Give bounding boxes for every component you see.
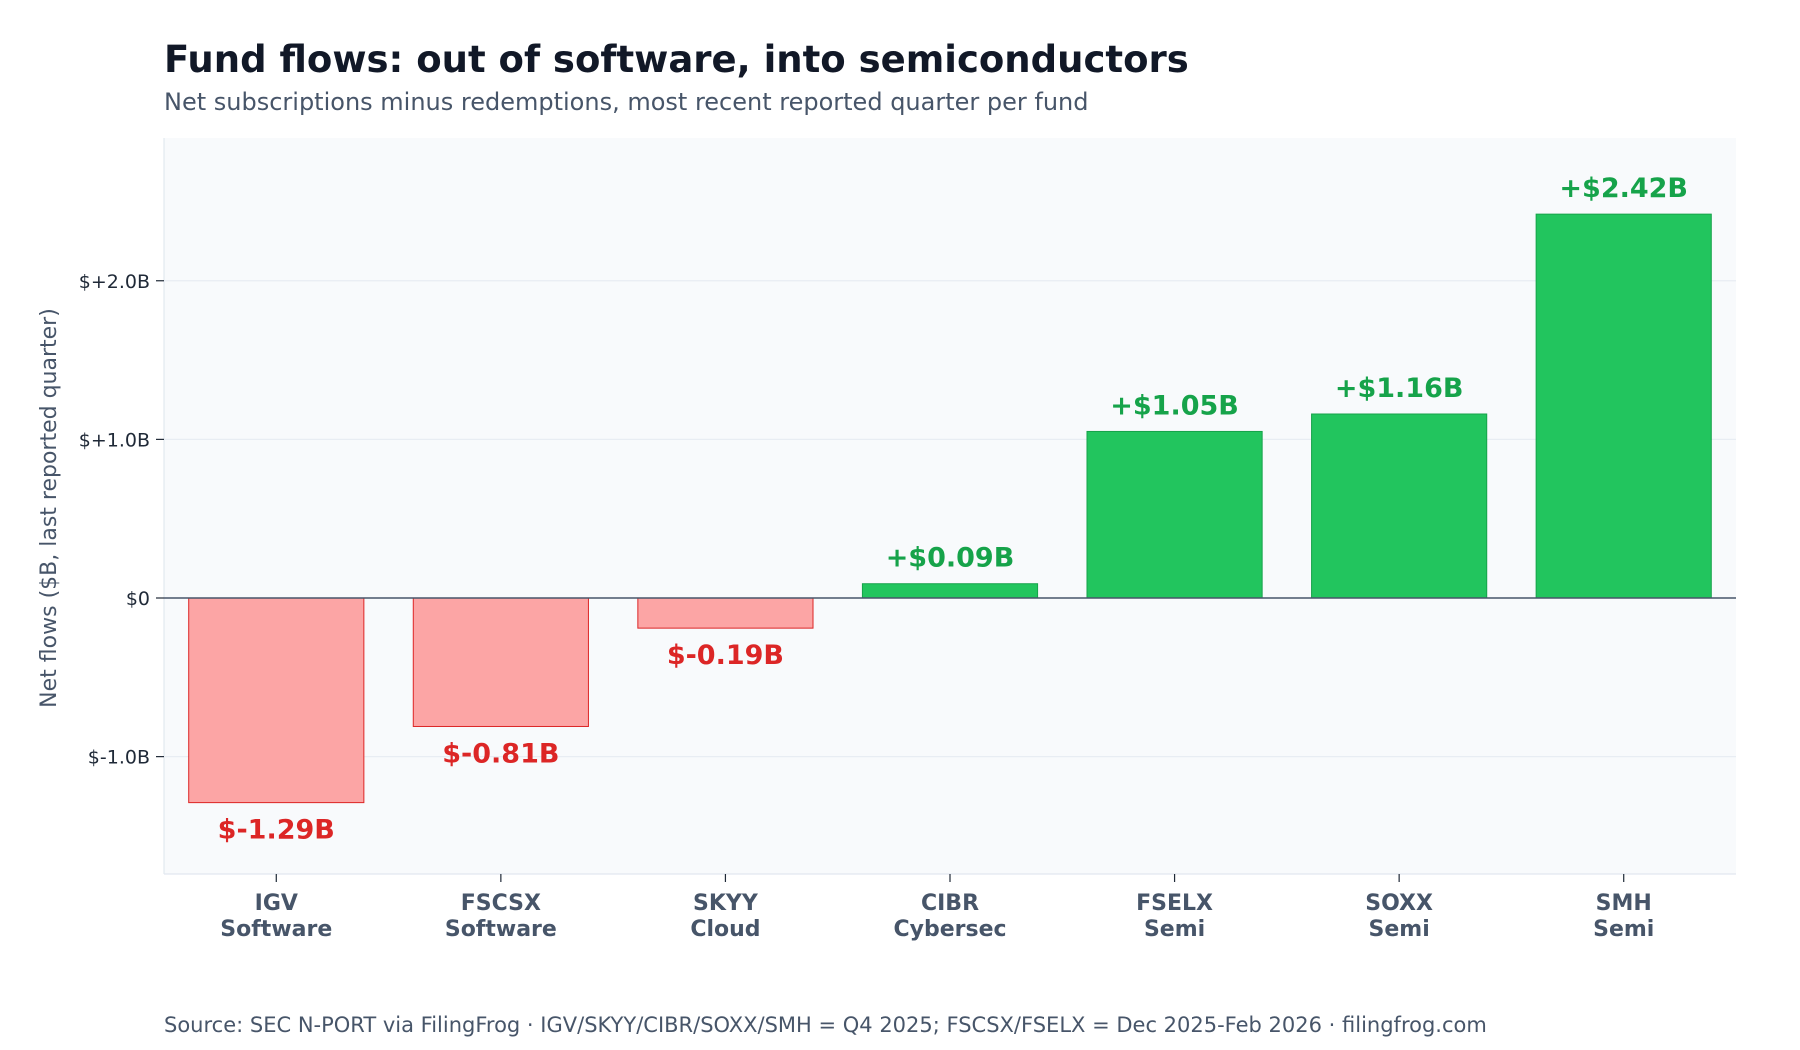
x-tick-sector: Cybersec [893,917,1006,942]
value-label: +$1.16B [1335,373,1464,404]
chart-subtitle: Net subscriptions minus redemptions, mos… [164,88,1089,116]
y-tick-label: $+1.0B [79,429,150,451]
bar-fselx [1086,430,1263,599]
bar-series [188,213,1712,804]
y-axis-label: Net flows ($B, last reported quarter) [37,308,62,708]
value-label: $-0.81B [442,738,559,769]
value-label: +$0.09B [886,543,1015,574]
y-tick-label: $+2.0B [79,271,150,293]
value-label: $-0.19B [667,640,784,671]
bar-soxx [1311,413,1488,599]
bar-cibr [861,583,1039,599]
source-note: Source: SEC N-PORT via FilingFrog · IGV/… [164,1013,1487,1037]
chart-title: Fund flows: out of software, into semico… [164,38,1189,81]
bar-igv [188,597,365,804]
plot-area [164,138,1736,874]
value-label: +$2.42B [1559,173,1688,204]
x-tick-ticker: FSELX [1136,891,1213,916]
x-tick-sector: Semi [1593,917,1654,942]
value-label: +$1.05B [1110,390,1239,421]
x-tick-ticker: CIBR [921,891,979,916]
y-tick-label: $-1.0B [88,747,150,769]
x-tick-sector: Software [445,917,557,942]
x-tick-ticker: IGV [255,891,298,916]
x-tick-ticker: SMH [1596,891,1652,916]
x-tick-sector: Software [220,917,332,942]
bar-skyy [637,597,814,629]
x-tick-ticker: SKYY [693,891,759,916]
x-tick-sector: Semi [1369,917,1430,942]
x-tick-ticker: FSCSX [461,891,541,916]
x-axis: IGVSoftwareFSCSXSoftwareSKYYCloudCIBRCyb… [220,874,1654,942]
bar-fscsx [412,597,589,727]
x-tick-sector: Semi [1144,917,1205,942]
y-axis: $-1.0B $0 $+1.0B $+2.0B [79,271,164,769]
value-labels: $-1.29B $-0.81B $-0.19B +$0.09B +$1.05B +$1.1… [218,173,1688,845]
value-label: $-1.29B [218,815,335,846]
x-tick-sector: Cloud [690,917,760,942]
x-tick-ticker: SOXX [1365,891,1433,916]
y-tick-label: $0 [126,588,150,610]
bar-smh [1535,213,1712,599]
